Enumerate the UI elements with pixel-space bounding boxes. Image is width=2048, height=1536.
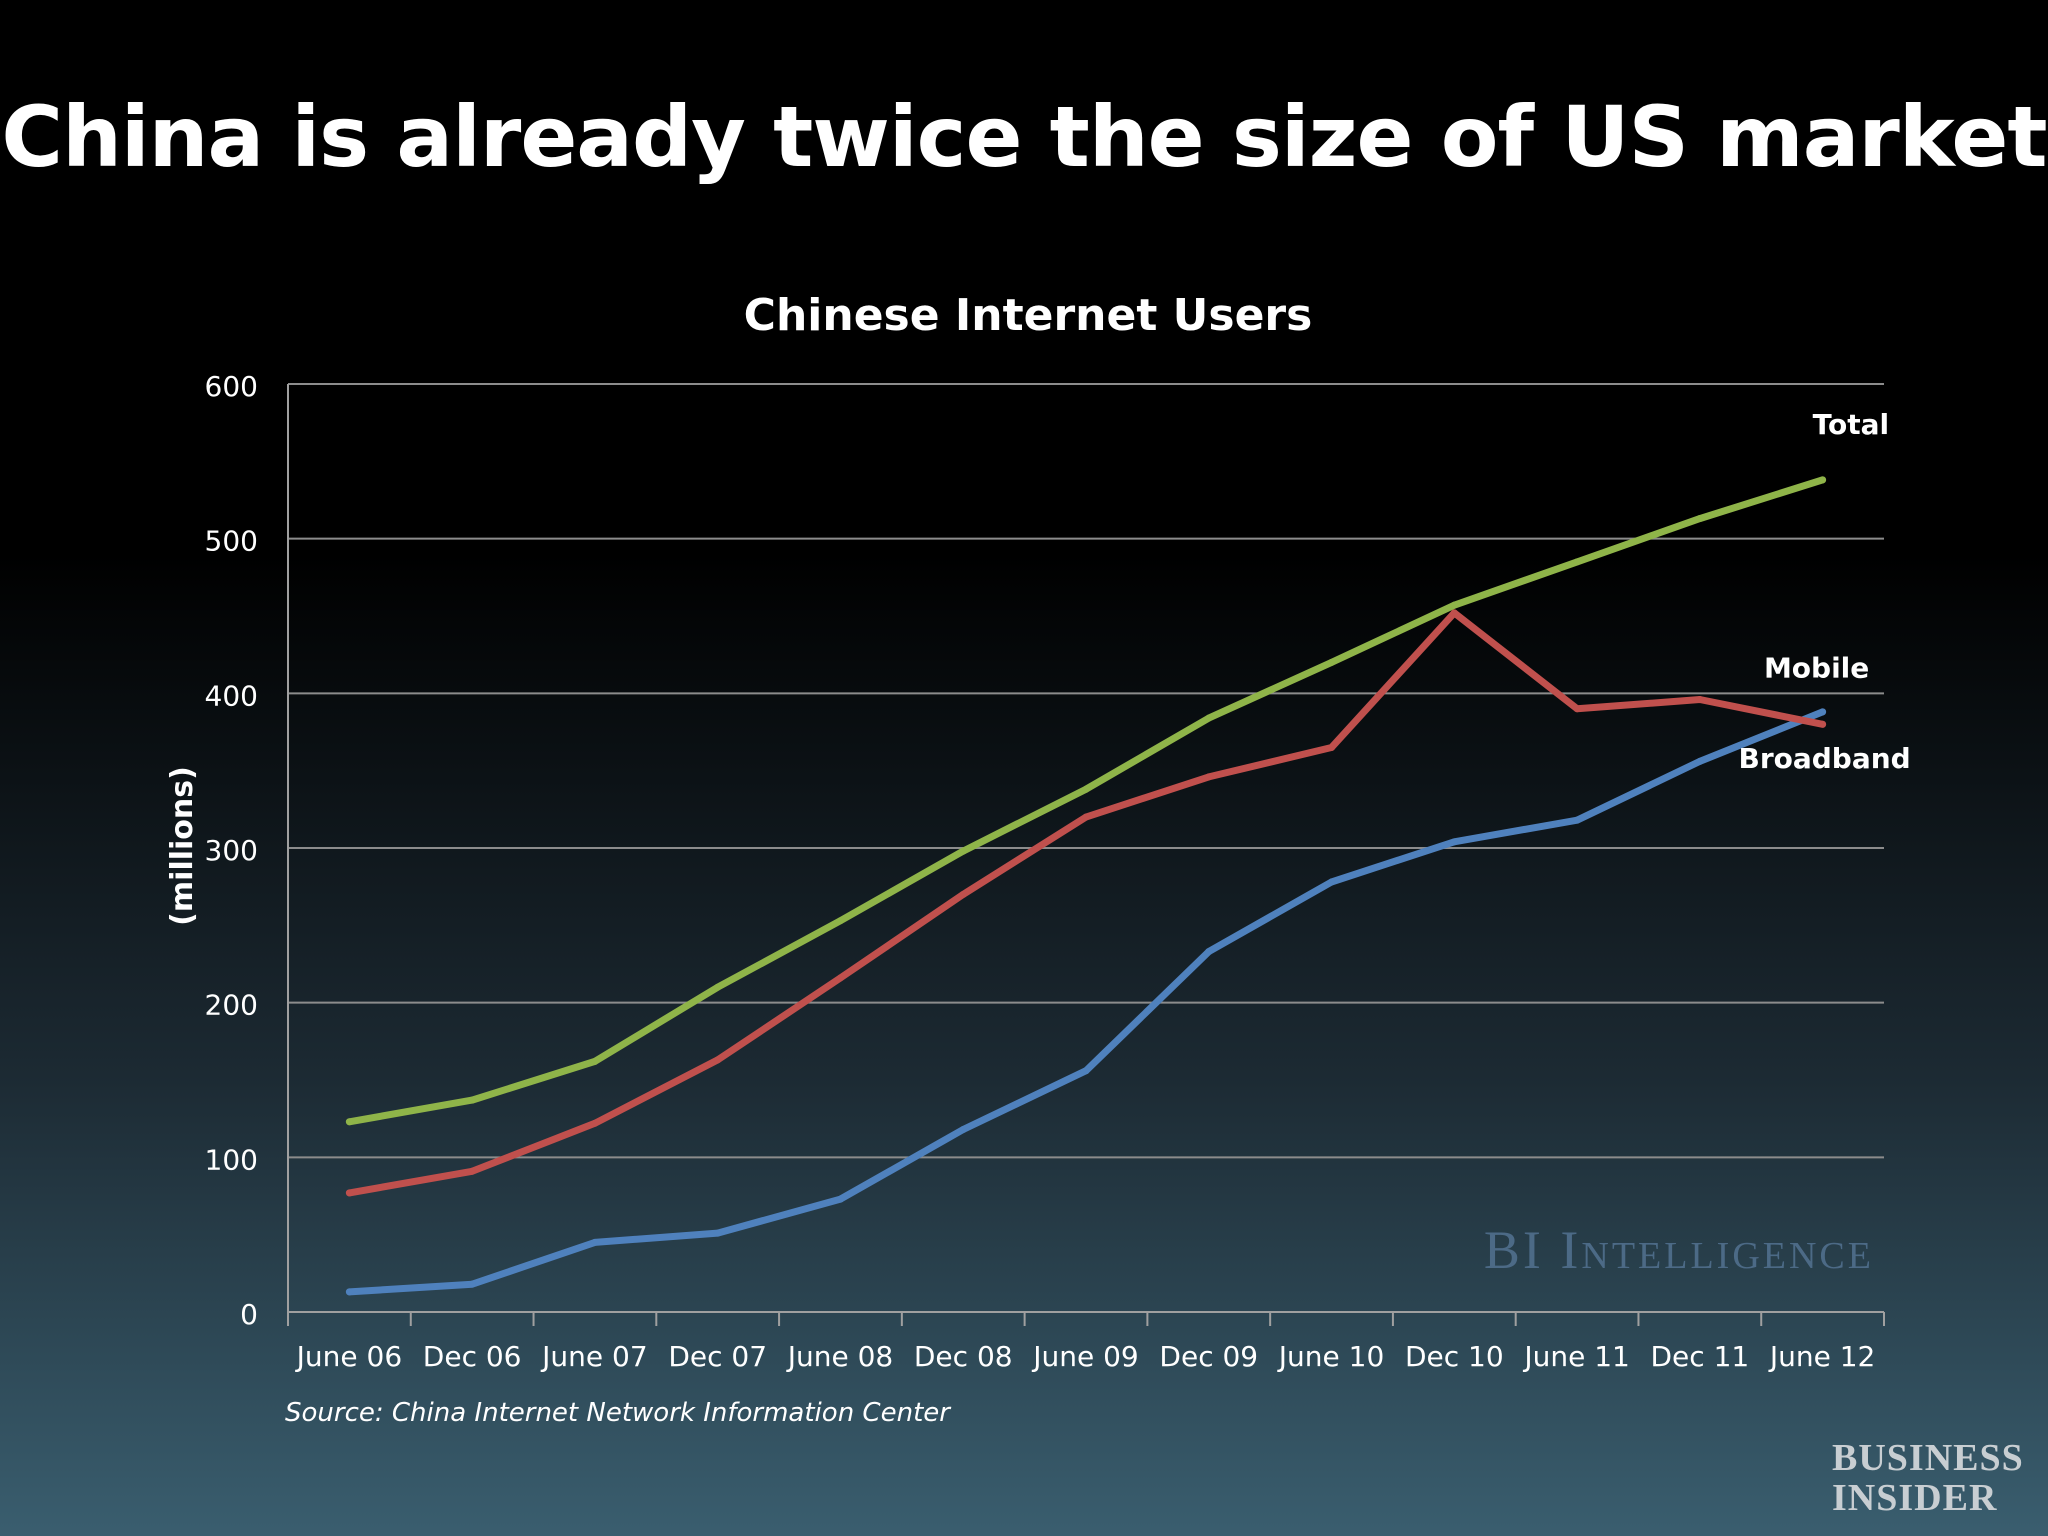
data-point-broadband (714, 1229, 722, 1237)
series-labels: Total Mobile Broadband (1738, 408, 1910, 775)
data-point-broadband (959, 1125, 967, 1133)
data-point-mobile (1205, 773, 1213, 781)
x-tick-label: June 12 (1768, 1340, 1876, 1373)
data-point-total (468, 1096, 476, 1104)
data-point-total (1205, 714, 1213, 722)
y-tick-label: 300 (205, 834, 258, 867)
data-point-total (1450, 601, 1458, 609)
data-point-mobile (714, 1056, 722, 1064)
slide-title: China is already twice the size of US ma… (1, 88, 2047, 186)
series-label-broadband: Broadband (1738, 742, 1910, 775)
series-label-mobile: Mobile (1764, 651, 1869, 684)
data-point-mobile (836, 974, 844, 982)
data-point-mobile (468, 1167, 476, 1175)
data-point-broadband (591, 1238, 599, 1246)
data-point-total (345, 1118, 353, 1126)
logo-line-2: INSIDER (1832, 1477, 1998, 1519)
series-line-total (345, 476, 1827, 1126)
data-point-broadband (345, 1288, 353, 1296)
data-point-mobile (959, 890, 967, 898)
data-point-broadband (1082, 1067, 1090, 1075)
x-tick-label: Dec 10 (1405, 1340, 1504, 1373)
x-tick-label: June 07 (540, 1340, 648, 1373)
x-tick-label: June 09 (1031, 1340, 1139, 1373)
data-point-broadband (1573, 816, 1581, 824)
data-point-broadband (468, 1280, 476, 1288)
y-tick-label: 200 (205, 989, 258, 1022)
data-point-total (1696, 515, 1704, 523)
gridlines (288, 383, 1884, 1159)
y-tick-label: 600 (205, 370, 258, 403)
y-axis-label: (millions) (165, 766, 200, 926)
data-point-total (1573, 558, 1581, 566)
y-tick-label: 400 (205, 679, 258, 712)
data-point-mobile (1819, 720, 1827, 728)
business-insider-logo: BUSINESS INSIDER (1832, 1437, 2024, 1519)
data-point-mobile (591, 1119, 599, 1127)
data-point-broadband (1328, 878, 1336, 886)
data-point-total (836, 917, 844, 925)
data-point-total (1819, 476, 1827, 484)
x-tick-label: Dec 09 (1159, 1340, 1258, 1373)
chart-title: Chinese Internet Users (744, 290, 1313, 341)
axes: 0 100 200 300 400 500 600 June 06 Dec 06 June 07 D… (205, 370, 1885, 1373)
data-point-total (1328, 658, 1336, 666)
x-tick-label: June 08 (786, 1340, 894, 1373)
x-tick-label: Dec 07 (668, 1340, 767, 1373)
data-point-mobile (1696, 696, 1704, 704)
logo-line-1: BUSINESS (1832, 1437, 2024, 1479)
data-point-total (591, 1057, 599, 1065)
x-tick-label: June 10 (1277, 1340, 1385, 1373)
x-tick-label: Dec 11 (1650, 1340, 1749, 1373)
series-line-mobile (345, 609, 1827, 1197)
data-point-mobile (1328, 743, 1336, 751)
data-point-broadband (1450, 838, 1458, 846)
data-point-total (714, 983, 722, 991)
data-point-mobile (1082, 813, 1090, 821)
series-label-total: Total (1813, 408, 1890, 441)
data-point-mobile (345, 1189, 353, 1197)
x-tick-label: Dec 08 (914, 1340, 1013, 1373)
data-point-broadband (1696, 757, 1704, 765)
data-point-mobile (1573, 705, 1581, 713)
data-point-broadband (836, 1195, 844, 1203)
x-tick-label: June 11 (1522, 1340, 1630, 1373)
y-tick-label: 500 (205, 525, 258, 558)
data-point-broadband (1205, 948, 1213, 956)
x-tick-label: Dec 06 (423, 1340, 522, 1373)
y-tick-label: 0 (240, 1298, 258, 1331)
data-point-mobile (1450, 609, 1458, 617)
watermark: BI Intelligence (1484, 1220, 1874, 1280)
data-point-broadband (1819, 708, 1827, 716)
data-point-total (1082, 785, 1090, 793)
x-tick-label: June 06 (295, 1340, 403, 1373)
series-lines (345, 476, 1827, 1296)
data-point-total (959, 847, 967, 855)
source-note: Source: China Internet Network Informati… (285, 1398, 952, 1428)
y-tick-label: 100 (205, 1143, 258, 1176)
